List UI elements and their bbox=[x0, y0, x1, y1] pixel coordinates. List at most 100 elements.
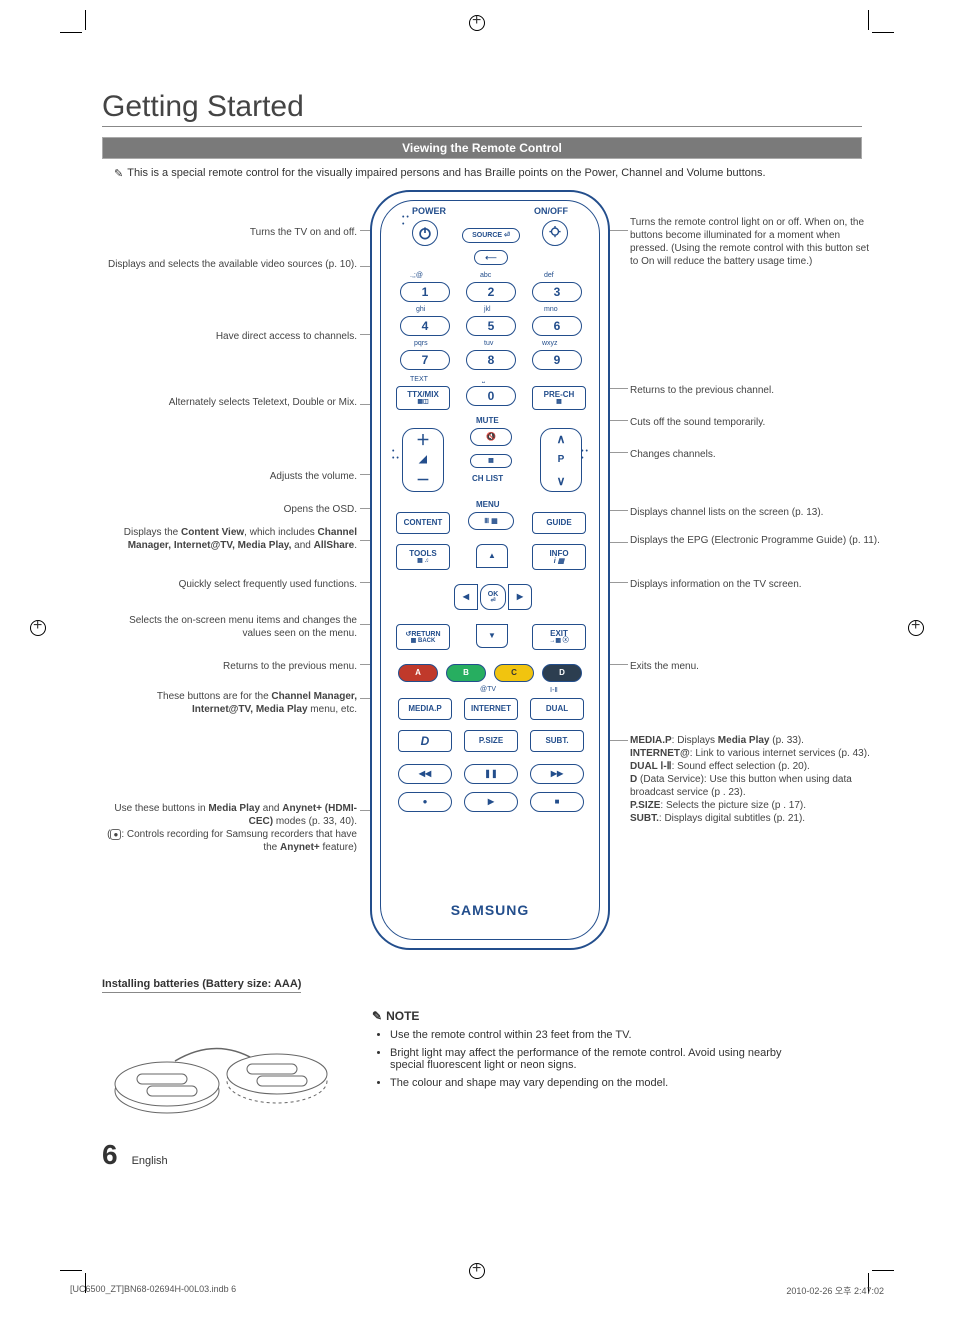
key-8[interactable]: 8 bbox=[466, 350, 516, 370]
brand-logo: SAMSUNG bbox=[372, 902, 608, 918]
callout-power: Turns the TV on and off. bbox=[250, 226, 357, 239]
callout-channels: Have direct access to channels. bbox=[216, 330, 357, 343]
page-number: 6 bbox=[102, 1139, 118, 1171]
callout-prech: Returns to the previous channel. bbox=[630, 384, 774, 397]
crop-mark bbox=[60, 1270, 82, 1271]
intro-text: This is a special remote control for the… bbox=[127, 167, 765, 180]
callout-ttx: Alternately selects Teletext, Double or … bbox=[169, 396, 357, 409]
source-button[interactable]: SOURCE ⏎ bbox=[462, 228, 520, 243]
key-0[interactable]: 0 bbox=[466, 386, 516, 406]
dpad-down[interactable]: ▼ bbox=[476, 624, 508, 648]
battery-install-figure bbox=[102, 1001, 342, 1131]
d-button[interactable]: D bbox=[398, 730, 452, 752]
install-title: Installing batteries (Battery size: AAA) bbox=[102, 978, 301, 993]
teletext-small[interactable]: ▦ bbox=[470, 454, 512, 468]
light-button[interactable] bbox=[542, 220, 568, 246]
color-a-button[interactable]: A bbox=[398, 664, 438, 682]
callout-exit: Exits the menu. bbox=[630, 660, 699, 673]
note-icon: ✎ bbox=[114, 167, 123, 180]
key-4[interactable]: 4 bbox=[400, 316, 450, 336]
callout-info: Displays information on the TV screen. bbox=[630, 578, 802, 591]
note-bullet: Bright light may affect the performance … bbox=[390, 1047, 810, 1071]
page-language: English bbox=[132, 1155, 168, 1167]
channel-rocker[interactable]: ∧ P ∨ bbox=[540, 428, 582, 492]
key-3[interactable]: 3 bbox=[532, 282, 582, 302]
return-small-button[interactable]: ⟵ bbox=[474, 250, 508, 265]
tools-button[interactable]: TOOLS▦ ♫ bbox=[396, 544, 450, 570]
remote-diagram: POWER ON/OFF • •• SOURCE ⏎ ⟵ .,;@ abc de… bbox=[370, 190, 610, 950]
color-b-button[interactable]: B bbox=[446, 664, 486, 682]
footer-filename: [UC6500_ZT]BN68-02694H-00L03.indb 6 bbox=[70, 1284, 236, 1297]
rewind-button[interactable]: ◀◀ bbox=[398, 764, 452, 784]
fforward-button[interactable]: ▶▶ bbox=[530, 764, 584, 784]
callout-mediaplay: Use these buttons in Media Play and Anyn… bbox=[102, 802, 357, 854]
record-icon: ● bbox=[110, 829, 121, 840]
callout-guide: Displays the EPG (Electronic Programme G… bbox=[630, 534, 880, 547]
key-6[interactable]: 6 bbox=[532, 316, 582, 336]
crop-mark bbox=[868, 10, 869, 30]
dpad-right[interactable]: ▶ bbox=[508, 584, 532, 610]
callout-light: Turns the remote control light on or off… bbox=[630, 216, 880, 268]
note-head: NOTE bbox=[386, 1009, 419, 1023]
registration-mark-right bbox=[908, 620, 924, 636]
note-bullet: The colour and shape may vary depending … bbox=[390, 1077, 810, 1089]
stop-button[interactable]: ■ bbox=[530, 792, 584, 812]
ttx-button[interactable]: TTX/MIX▦◫ bbox=[396, 386, 450, 410]
dual-button[interactable]: DUAL bbox=[530, 698, 584, 720]
guide-button[interactable]: GUIDE bbox=[532, 512, 586, 534]
mute-button[interactable]: 🔇 bbox=[470, 428, 512, 446]
color-d-button[interactable]: D bbox=[542, 664, 582, 682]
callout-menu-items: Selects the on-screen menu items and cha… bbox=[102, 614, 357, 640]
crop-mark bbox=[85, 10, 86, 30]
key-5[interactable]: 5 bbox=[466, 316, 516, 336]
subt-button[interactable]: SUBT. bbox=[530, 730, 584, 752]
footer-datetime: 2010-02-26 오후 2:47:02 bbox=[786, 1284, 884, 1297]
media-p-button[interactable]: MEDIA.P bbox=[398, 698, 452, 720]
crop-mark bbox=[60, 32, 82, 33]
dpad-left[interactable]: ◀ bbox=[454, 584, 478, 610]
crop-mark bbox=[872, 1270, 894, 1271]
callout-return: Returns to the previous menu. bbox=[223, 660, 357, 673]
note-icon: ✎ bbox=[372, 1009, 382, 1023]
callout-content: Displays the Content View, which include… bbox=[102, 526, 357, 552]
section-heading: Getting Started bbox=[102, 90, 862, 127]
onoff-label: ON/OFF bbox=[534, 206, 568, 216]
key-1[interactable]: 1 bbox=[400, 282, 450, 302]
registration-mark-left bbox=[30, 620, 46, 636]
callout-volume: Adjusts the volume. bbox=[270, 470, 357, 483]
exit-button[interactable]: EXIT→▦ ⓧ bbox=[532, 624, 586, 650]
key-9[interactable]: 9 bbox=[532, 350, 582, 370]
play-button[interactable]: ▶ bbox=[464, 792, 518, 812]
callout-tools: Quickly select frequently used functions… bbox=[179, 578, 357, 591]
info-button[interactable]: INFOi ▦ bbox=[532, 544, 586, 570]
callout-chlist: Displays channel lists on the screen (p.… bbox=[630, 506, 823, 519]
power-icon bbox=[418, 226, 432, 240]
callout-colors: These buttons are for the Channel Manage… bbox=[102, 690, 357, 716]
power-label: POWER bbox=[412, 206, 446, 216]
psize-button[interactable]: P.SIZE bbox=[464, 730, 518, 752]
internet-button[interactable]: INTERNET bbox=[464, 698, 518, 720]
dpad-up[interactable]: ▲ bbox=[476, 544, 508, 568]
crop-mark bbox=[872, 32, 894, 33]
bulb-icon bbox=[548, 226, 562, 240]
subtitle-bar: Viewing the Remote Control bbox=[102, 137, 862, 159]
record-button[interactable]: ● bbox=[398, 792, 452, 812]
callout-mute: Cuts off the sound temporarily. bbox=[630, 416, 765, 429]
content-button[interactable]: CONTENT bbox=[396, 512, 450, 534]
registration-mark-bottom bbox=[469, 1263, 485, 1279]
power-button[interactable] bbox=[412, 220, 438, 246]
menu-button[interactable]: Ⅲ ▦ bbox=[468, 512, 514, 530]
callout-media-block: MEDIA.P: Displays Media Play (p. 33). IN… bbox=[630, 734, 880, 825]
callout-ch: Changes channels. bbox=[630, 448, 716, 461]
registration-mark-top bbox=[469, 15, 485, 31]
color-c-button[interactable]: C bbox=[494, 664, 534, 682]
return-button[interactable]: ↺RETURN▦ BACK bbox=[396, 624, 450, 650]
volume-rocker[interactable]: ＋ ◢ － bbox=[402, 428, 444, 492]
callout-sources: Displays and selects the available video… bbox=[108, 258, 357, 271]
prech-button[interactable]: PRE-CH▦ bbox=[532, 386, 586, 410]
key-2[interactable]: 2 bbox=[466, 282, 516, 302]
pause-button[interactable]: ❚❚ bbox=[464, 764, 518, 784]
note-bullet: Use the remote control within 23 feet fr… bbox=[390, 1029, 810, 1041]
ok-button[interactable]: OK⏎ bbox=[480, 584, 506, 610]
key-7[interactable]: 7 bbox=[400, 350, 450, 370]
